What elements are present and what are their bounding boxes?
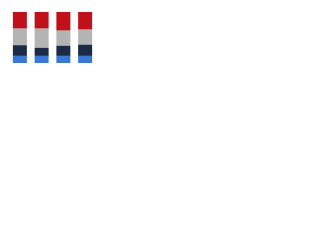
- bar-segment: [78, 44, 93, 56]
- bar-segment: [78, 29, 93, 45]
- bar-segment: [34, 28, 49, 48]
- page: {"chart_data": {"type": "stacked_bar", "…: [0, 0, 320, 71]
- bar-segment: [34, 47, 49, 56]
- bar-segment: [56, 12, 71, 31]
- bar-segment: [56, 55, 71, 63]
- bar-segment: [56, 45, 71, 56]
- bar-segment: [78, 55, 93, 63]
- bar-segment: [78, 12, 93, 30]
- bar-segment: [12, 55, 27, 63]
- bar-segment: [56, 30, 71, 46]
- bar-segment: [12, 45, 27, 56]
- bar-segment: [12, 28, 27, 46]
- chart: [12, 12, 93, 63]
- bar-segment: [12, 12, 27, 29]
- bar-segment: [34, 12, 49, 29]
- bar-segment: [34, 55, 49, 63]
